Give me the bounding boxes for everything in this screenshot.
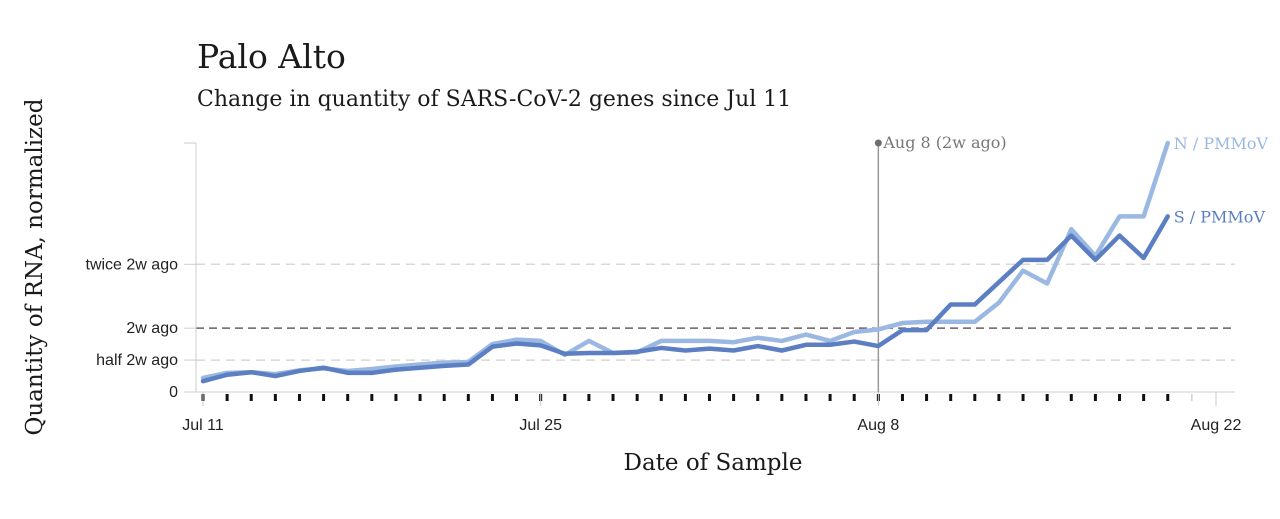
y-tick-label: half 2w ago (96, 352, 178, 369)
marker-dot (874, 139, 882, 147)
marker-label: Aug 8 (2w ago) (882, 133, 1006, 152)
x-tick-label: Aug 22 (1191, 417, 1242, 434)
x-axis-title: Date of Sample (624, 450, 803, 476)
x-tick-label: Aug 8 (857, 417, 899, 434)
y-tick-label: twice 2w ago (86, 256, 179, 273)
series-line-n-pmmov (200, 140, 1171, 381)
series-label: S / PMMoV (1174, 207, 1266, 226)
x-tick-label: Jul 11 (182, 417, 224, 434)
y-tick-label: 0 (169, 384, 178, 401)
x-tick-label: Jul 25 (519, 417, 562, 434)
axes (184, 139, 1235, 406)
chart-title: Palo Alto (197, 37, 346, 76)
series-line-s-pmmov (200, 214, 1171, 384)
labels: 0 half 2w ago 2w ago twice 2w ago Jul 11 Jul … (86, 133, 1269, 434)
y-axis-title: Quantity of RNA, normalized (22, 98, 48, 435)
series-lines (200, 140, 1171, 384)
y-tick-label: 2w ago (126, 320, 178, 337)
series-label: N / PMMoV (1174, 134, 1269, 153)
gridlines (196, 263, 1235, 361)
chart-subtitle: Change in quantity of SARS-CoV-2 genes s… (197, 87, 791, 112)
